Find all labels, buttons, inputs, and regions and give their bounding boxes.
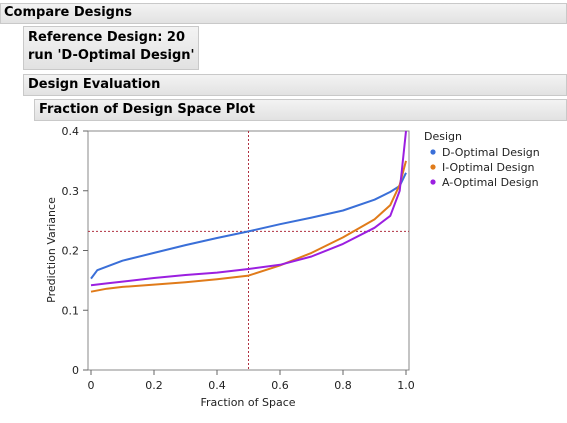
y-tick-label: 0.1 [62,304,80,317]
legend-title: Design [424,130,462,143]
y-axis-title: Prediction Variance [45,197,58,303]
reference-design-line2: run 'D-Optimal Design' [28,48,195,63]
legend-label-2[interactable]: I-Optimal Design [442,161,535,174]
compare-designs-title: Compare Designs [4,5,132,20]
series-line-3[interactable] [90,130,407,287]
reference-design-header[interactable]: Reference Design: 20 run 'D-Optimal Desi… [23,26,199,70]
compare-designs-header[interactable]: Compare Designs [0,3,567,24]
fraction-design-space-header[interactable]: Fraction of Design Space Plot [34,99,567,121]
fraction-design-space-title: Fraction of Design Space Plot [39,102,255,117]
reference-design-line1: Reference Design: 20 [28,30,186,45]
y-tick-label: 0.3 [62,185,80,198]
design-evaluation-header[interactable]: Design Evaluation [23,74,567,96]
y-tick-label: 0 [72,364,79,377]
x-tick-label: 0.8 [334,379,352,392]
series-line-1[interactable] [90,172,407,280]
legend-marker-2 [430,164,436,170]
legend-label-3[interactable]: A-Optimal Design [442,176,539,189]
x-axis-title: Fraction of Space [200,396,295,409]
legend-marker-1 [430,149,436,155]
x-tick-label: 0.4 [208,379,226,392]
x-tick-label: 0.2 [145,379,163,392]
x-tick-label: 0 [88,379,95,392]
legend-label-1[interactable]: D-Optimal Design [442,146,540,159]
plot-frame [87,130,410,371]
y-tick-label: 0.4 [62,125,80,138]
design-evaluation-title: Design Evaluation [28,77,161,92]
legend-marker-3 [430,179,436,185]
x-tick-label: 0.6 [271,379,289,392]
x-tick-label: 1.0 [397,379,415,392]
legend[interactable]: D-Optimal Design I-Optimal Design A-Optima… [430,146,540,189]
series-line-2[interactable] [90,160,407,293]
y-tick-label: 0.2 [62,245,80,258]
